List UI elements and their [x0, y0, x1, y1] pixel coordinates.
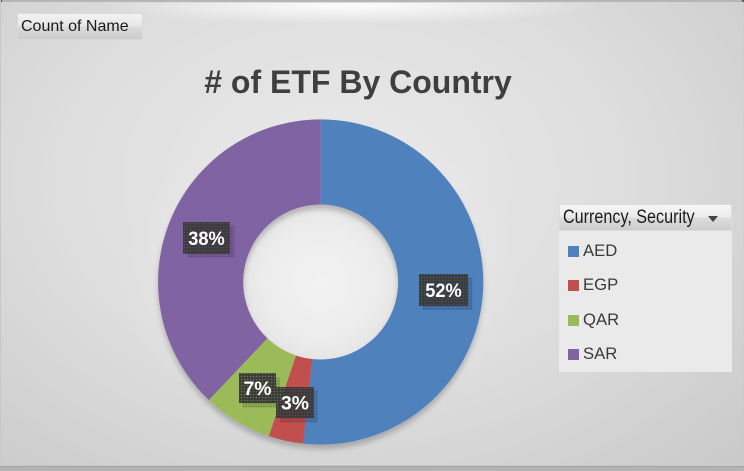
svg-text:52%: 52%: [425, 281, 462, 302]
svg-text:7%: 7%: [244, 379, 272, 400]
svg-text:38%: 38%: [188, 229, 225, 250]
svg-text:3%: 3%: [281, 393, 309, 414]
